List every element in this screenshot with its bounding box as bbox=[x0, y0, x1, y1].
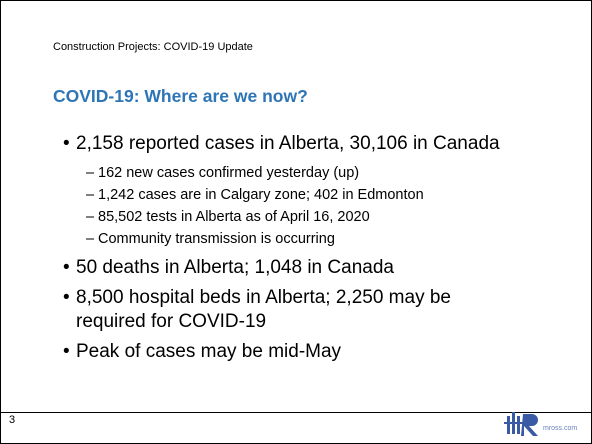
bullet-item: 8,500 hospital beds in Alberta; 2,250 ma… bbox=[63, 286, 511, 334]
page-number: 3 bbox=[9, 414, 16, 426]
bullet-text: 2,158 reported cases in Alberta, 30,106 … bbox=[76, 133, 500, 154]
slide-header: Construction Projects: COVID-19 Update bbox=[53, 41, 253, 53]
slide-title: COVID-19: Where are we now? bbox=[53, 86, 308, 106]
footer-rule bbox=[1, 412, 591, 413]
bullet-item: 50 deaths in Alberta; 1,048 in Canada bbox=[63, 256, 511, 280]
sub-bullet: 1,242 cases are in Calgary zone; 402 in … bbox=[86, 184, 511, 206]
sub-bullet: 85,502 tests in Alberta as of April 16, … bbox=[86, 206, 511, 228]
logo-text: mross.com bbox=[543, 425, 578, 432]
bullet-text: Peak of cases may be mid-May bbox=[76, 341, 342, 362]
bullet-item: 2,158 reported cases in Alberta, 30,106 … bbox=[63, 132, 511, 250]
bullet-text: 8,500 hospital beds in Alberta; 2,250 ma… bbox=[76, 287, 451, 332]
bullet-list: 2,158 reported cases in Alberta, 30,106 … bbox=[63, 132, 511, 364]
sub-bullet-list: 162 new cases confirmed yesterday (up)1,… bbox=[76, 162, 511, 250]
sub-bullet: Community transmission is occurring bbox=[86, 228, 511, 250]
logo-icon bbox=[504, 412, 538, 436]
bullet-text: 50 deaths in Alberta; 1,048 in Canada bbox=[76, 257, 394, 278]
bullet-item: Peak of cases may be mid-May bbox=[63, 340, 511, 364]
sub-bullet: 162 new cases confirmed yesterday (up) bbox=[86, 162, 511, 184]
